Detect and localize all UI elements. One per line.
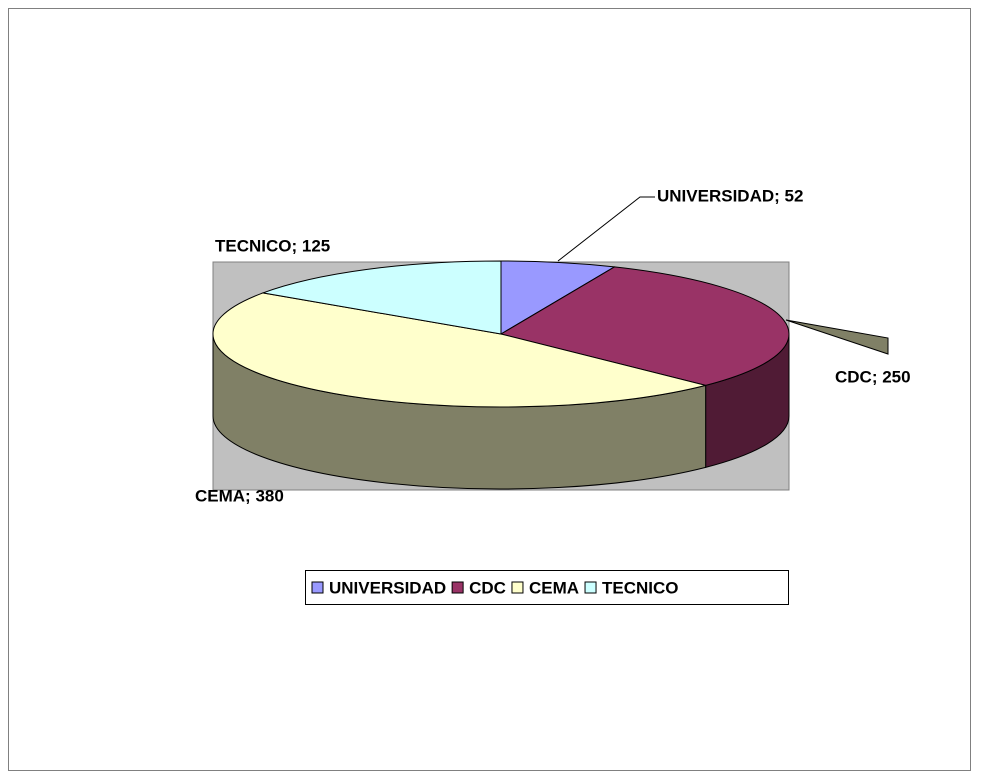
legend-swatch bbox=[311, 581, 324, 594]
data-label: CDC; 250 bbox=[835, 367, 911, 386]
leader-line bbox=[785, 319, 889, 355]
legend-label: TECNICO bbox=[602, 578, 679, 597]
legend-label: CEMA bbox=[529, 578, 579, 597]
data-labels: UNIVERSIDAD; 52 CDC; 250 CEMA; 380 TECNICO;… bbox=[195, 186, 911, 505]
pie-tops bbox=[212, 260, 790, 408]
pie-slice bbox=[260, 260, 502, 335]
legend-items: UNIVERSIDAD CDC CEMA TECNICO bbox=[311, 578, 679, 597]
legend-label: UNIVERSIDAD bbox=[329, 578, 446, 597]
pie-slice bbox=[500, 260, 616, 335]
legend-swatch bbox=[584, 581, 597, 594]
legend-swatch bbox=[451, 581, 464, 594]
legend-swatch bbox=[511, 581, 524, 594]
leader-line bbox=[557, 196, 655, 262]
pie-slice bbox=[499, 266, 790, 386]
pie-slice bbox=[212, 292, 706, 408]
legend-label: CDC bbox=[469, 578, 506, 597]
legend bbox=[305, 570, 789, 605]
data-label: TECNICO; 125 bbox=[215, 236, 330, 255]
data-label: UNIVERSIDAD; 52 bbox=[657, 186, 803, 205]
pie-sides bbox=[212, 333, 790, 490]
data-label: CEMA; 380 bbox=[195, 486, 284, 505]
